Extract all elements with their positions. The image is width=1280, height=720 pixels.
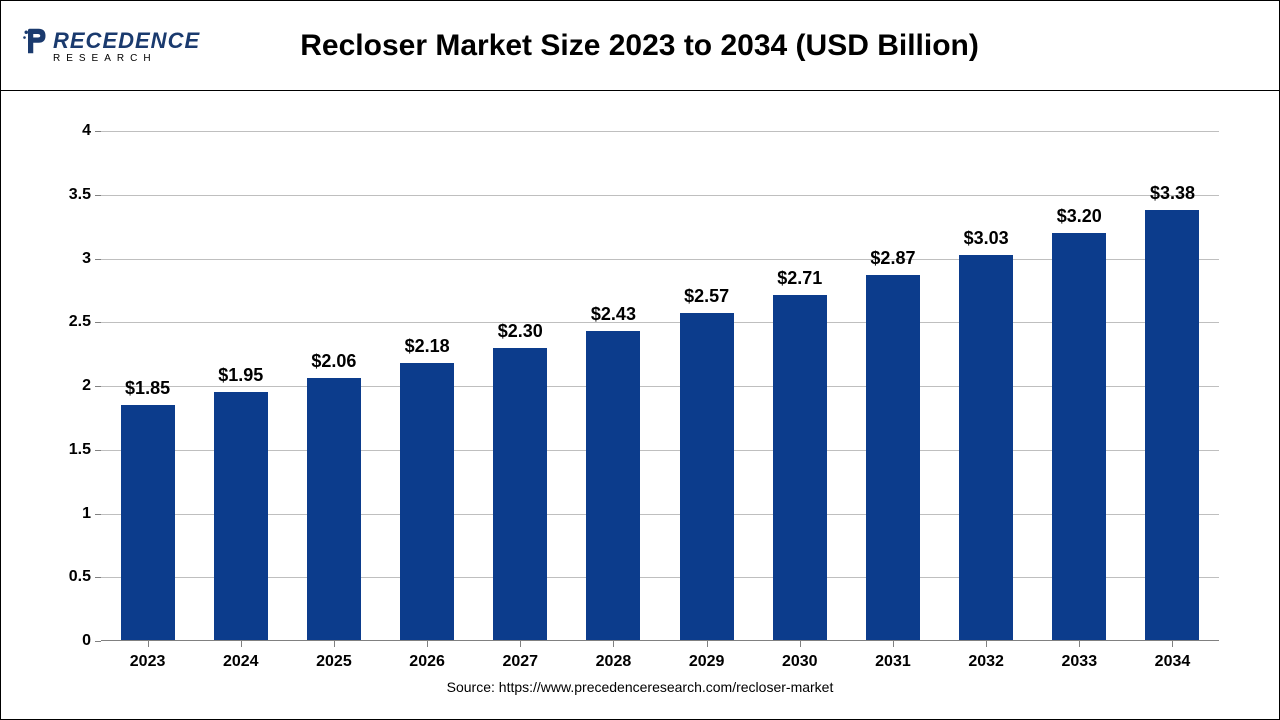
bar-value-label: $2.06 (311, 351, 356, 372)
bar-group: $3.032032 (940, 131, 1033, 641)
bar (586, 331, 640, 641)
x-tick-mark (148, 641, 149, 647)
bar (214, 392, 268, 641)
x-tick-mark (334, 641, 335, 647)
chart-container: RECEDENCE RESEARCH Recloser Market Size … (0, 0, 1280, 720)
y-tick-label: 0.5 (69, 568, 91, 586)
x-tick-mark (1079, 641, 1080, 647)
bar (866, 275, 920, 641)
x-tick-mark (707, 641, 708, 647)
x-tick-label: 2031 (875, 653, 911, 671)
x-tick-mark (986, 641, 987, 647)
bar-group: $2.182026 (381, 131, 474, 641)
bar-group: $2.872031 (846, 131, 939, 641)
y-tick-mark (95, 195, 101, 196)
y-tick-mark (95, 259, 101, 260)
bar-group: $3.382034 (1126, 131, 1219, 641)
y-tick-label: 1 (82, 505, 91, 523)
y-tick-label: 3.5 (69, 186, 91, 204)
bar-value-label: $1.85 (125, 378, 170, 399)
bar-group: $1.852023 (101, 131, 194, 641)
bar-value-label: $2.87 (870, 248, 915, 269)
y-tick-mark (95, 577, 101, 578)
bar-group: $2.432028 (567, 131, 660, 641)
bar-value-label: $3.38 (1150, 183, 1195, 204)
bar-value-label: $2.71 (777, 268, 822, 289)
bar-group: $2.062025 (287, 131, 380, 641)
x-tick-mark (520, 641, 521, 647)
header: RECEDENCE RESEARCH Recloser Market Size … (1, 1, 1279, 91)
x-tick-label: 2029 (689, 653, 725, 671)
x-tick-label: 2032 (968, 653, 1004, 671)
bar-value-label: $3.20 (1057, 206, 1102, 227)
x-tick-mark (800, 641, 801, 647)
logo-p-icon (21, 27, 49, 55)
bar-group: $3.202033 (1033, 131, 1126, 641)
x-tick-mark (1172, 641, 1173, 647)
y-tick-mark (95, 322, 101, 323)
bar (773, 295, 827, 641)
logo: RECEDENCE RESEARCH (21, 27, 200, 64)
y-tick-mark (95, 386, 101, 387)
x-tick-mark (427, 641, 428, 647)
y-tick-label: 0 (82, 632, 91, 650)
x-tick-mark (613, 641, 614, 647)
y-tick-label: 2 (82, 377, 91, 395)
bar-group: $2.712030 (753, 131, 846, 641)
bar (680, 313, 734, 641)
x-tick-label: 2034 (1155, 653, 1191, 671)
y-tick-label: 1.5 (69, 441, 91, 459)
bar-value-label: $2.30 (498, 321, 543, 342)
bar-value-label: $1.95 (218, 365, 263, 386)
bars-container: $1.852023$1.952024$2.062025$2.182026$2.3… (101, 131, 1219, 641)
bar-value-label: $2.43 (591, 304, 636, 325)
y-tick-mark (95, 450, 101, 451)
chart-title: Recloser Market Size 2023 to 2034 (USD B… (200, 29, 1259, 63)
bar-group: $2.302027 (474, 131, 567, 641)
x-tick-label: 2023 (130, 653, 166, 671)
x-tick-mark (241, 641, 242, 647)
x-tick-label: 2024 (223, 653, 259, 671)
y-tick-mark (95, 641, 101, 642)
y-tick-mark (95, 131, 101, 132)
bar-group: $1.952024 (194, 131, 287, 641)
chart-plot-area: $1.852023$1.952024$2.062025$2.182026$2.3… (1, 91, 1279, 651)
bar (307, 378, 361, 641)
x-tick-label: 2027 (502, 653, 538, 671)
x-tick-label: 2026 (409, 653, 445, 671)
bar (1145, 210, 1199, 641)
logo-text: RECEDENCE (53, 28, 200, 54)
x-tick-mark (893, 641, 894, 647)
bar-group: $2.572029 (660, 131, 753, 641)
bar (493, 348, 547, 641)
y-tick-label: 2.5 (69, 313, 91, 331)
bar-value-label: $2.57 (684, 286, 729, 307)
x-tick-label: 2030 (782, 653, 818, 671)
bar (400, 363, 454, 641)
x-axis-line (101, 640, 1219, 641)
bar-value-label: $3.03 (964, 228, 1009, 249)
x-tick-label: 2028 (596, 653, 632, 671)
x-tick-label: 2033 (1062, 653, 1098, 671)
y-tick-mark (95, 514, 101, 515)
bar (959, 255, 1013, 641)
y-tick-label: 3 (82, 250, 91, 268)
y-tick-label: 4 (82, 122, 91, 140)
bar (121, 405, 175, 641)
x-tick-label: 2025 (316, 653, 352, 671)
bar-value-label: $2.18 (405, 336, 450, 357)
logo-subtext: RESEARCH (53, 53, 200, 64)
bar (1052, 233, 1106, 641)
